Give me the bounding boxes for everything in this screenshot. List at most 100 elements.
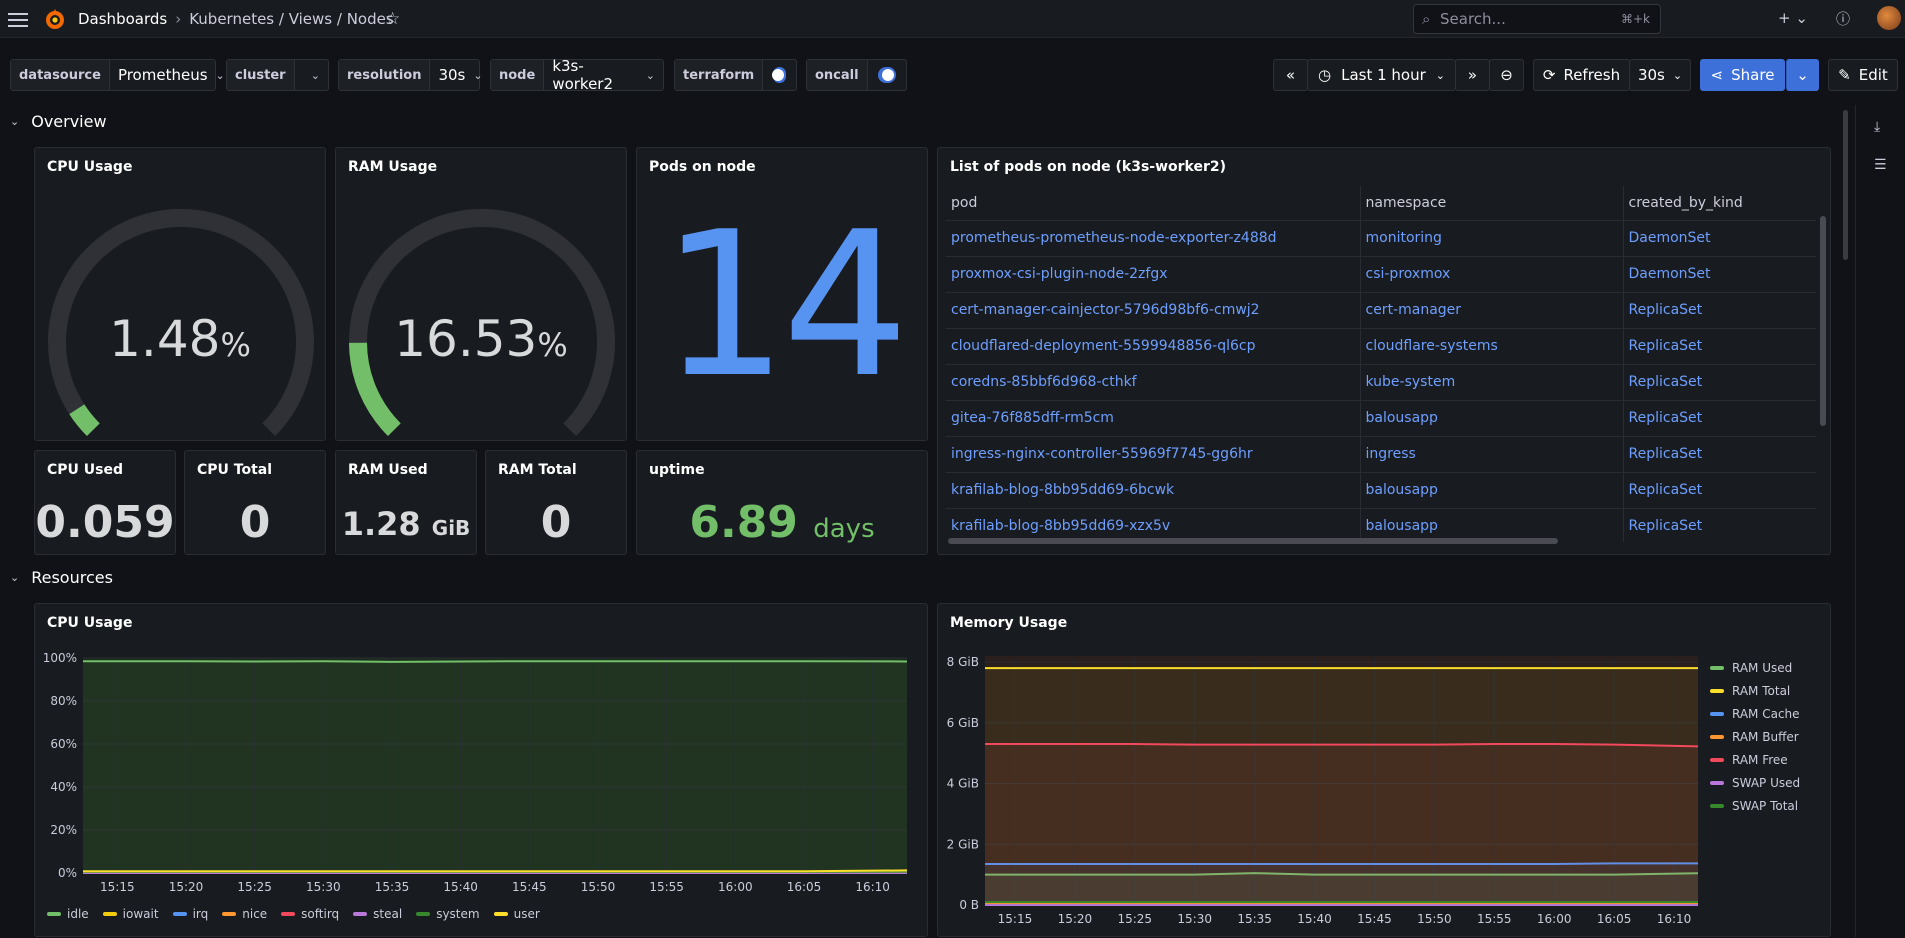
table-cell[interactable]: ReplicaSet <box>1623 364 1816 400</box>
legend-item[interactable]: softirq <box>281 907 339 921</box>
uptime-panel[interactable]: uptime 6.89 days <box>636 450 928 555</box>
table-cell[interactable]: ReplicaSet <box>1623 508 1816 542</box>
legend-item[interactable]: idle <box>47 907 89 921</box>
share-button[interactable]: ⋖ Share <box>1700 59 1785 91</box>
search-input[interactable]: ⌕ Search... ⌘+k <box>1413 4 1661 34</box>
table-cell[interactable]: ingress <box>1360 436 1623 472</box>
legend-item[interactable]: system <box>416 907 479 921</box>
plus-icon[interactable]: + ⌄ <box>1778 9 1808 27</box>
legend-item[interactable]: steal <box>353 907 402 921</box>
legend-item[interactable]: RAM Used <box>1710 656 1800 679</box>
page-scrollbar[interactable] <box>1843 110 1848 260</box>
legend-item[interactable]: irq <box>173 907 209 921</box>
legend-item[interactable]: nice <box>222 907 267 921</box>
table-cell[interactable]: coredns-85bbf6d968-cthkf <box>946 364 1360 400</box>
legend-item[interactable]: RAM Free <box>1710 748 1800 771</box>
table-cell[interactable]: balousapp <box>1360 400 1623 436</box>
table-cell[interactable]: balousapp <box>1360 508 1623 542</box>
help-icon[interactable]: ⓘ <box>1836 9 1850 29</box>
table-cell[interactable]: cloudflared-deployment-5599948856-ql6cp <box>946 328 1360 364</box>
legend-label: RAM Cache <box>1732 707 1800 721</box>
cpu-total-panel[interactable]: CPU Total 0 <box>184 450 326 555</box>
save-icon[interactable]: ⤓ <box>1874 119 1880 135</box>
ram-usage-gauge-panel[interactable]: RAM Usage 16.53% <box>335 147 627 441</box>
column-header[interactable]: created_by_kind <box>1623 186 1816 220</box>
table-row[interactable]: cert-manager-cainjector-5796d98bf6-cmwj2… <box>946 292 1816 328</box>
table-cell[interactable]: ReplicaSet <box>1623 436 1816 472</box>
table-cell[interactable]: balousapp <box>1360 472 1623 508</box>
table-row[interactable]: prometheus-prometheus-node-exporter-z488… <box>946 220 1816 256</box>
table-cell[interactable]: cert-manager <box>1360 292 1623 328</box>
table-cell[interactable]: gitea-76f885dff-rm5cm <box>946 400 1360 436</box>
series-line-user[interactable] <box>83 870 907 871</box>
column-header[interactable]: pod <box>946 186 1360 220</box>
row-resources[interactable]: ⌄ Resources <box>10 568 113 587</box>
outline-icon[interactable]: ☰ <box>1874 157 1887 173</box>
variable-resolution[interactable]: resolution 30s ⌄ <box>338 59 480 91</box>
refresh-interval-select[interactable]: 30s ⌄ <box>1629 59 1691 91</box>
legend-item[interactable]: RAM Buffer <box>1710 725 1800 748</box>
table-cell[interactable]: ReplicaSet <box>1623 292 1816 328</box>
table-cell[interactable]: DaemonSet <box>1623 256 1816 292</box>
table-row[interactable]: ingress-nginx-controller-55969f7745-gg6h… <box>946 436 1816 472</box>
table-cell[interactable]: ReplicaSet <box>1623 400 1816 436</box>
time-forward-button[interactable]: » <box>1455 59 1490 91</box>
edit-button[interactable]: ✎ Edit <box>1828 59 1898 91</box>
time-back-button[interactable]: « <box>1273 59 1308 91</box>
refresh-button[interactable]: ⟳ Refresh <box>1533 59 1630 91</box>
table-cell[interactable]: krafilab-blog-8bb95dd69-6bcwk <box>946 472 1360 508</box>
table-cell[interactable]: kube-system <box>1360 364 1623 400</box>
legend-item[interactable]: iowait <box>103 907 159 921</box>
legend-item[interactable]: RAM Cache <box>1710 702 1800 725</box>
column-header[interactable]: namespace <box>1360 186 1623 220</box>
variable-cluster[interactable]: cluster ⌄ <box>226 59 329 91</box>
table-cell[interactable]: DaemonSet <box>1623 220 1816 256</box>
table-cell[interactable]: ReplicaSet <box>1623 472 1816 508</box>
table-cell[interactable]: krafilab-blog-8bb95dd69-xzx5v <box>946 508 1360 542</box>
table-cell[interactable]: csi-proxmox <box>1360 256 1623 292</box>
time-picker-button[interactable]: ◷ Last 1 hour ⌄ <box>1307 59 1456 91</box>
cpu-usage-gauge-panel[interactable]: CPU Usage 1.48% <box>34 147 326 441</box>
ram-used-panel[interactable]: RAM Used 1.28 GiB <box>335 450 477 555</box>
table-cell[interactable]: ReplicaSet <box>1623 328 1816 364</box>
share-menu-button[interactable]: ⌄ <box>1786 59 1819 91</box>
table-cell[interactable]: proxmox-csi-plugin-node-2zfgx <box>946 256 1360 292</box>
legend-item[interactable]: RAM Total <box>1710 679 1800 702</box>
table-cell[interactable]: monitoring <box>1360 220 1623 256</box>
y-tick-label: 40% <box>50 780 77 794</box>
terraform-toggle[interactable] <box>773 67 786 83</box>
ram-total-panel[interactable]: RAM Total 0 <box>485 450 627 555</box>
cpu-used-panel[interactable]: CPU Used 0.059 <box>34 450 176 555</box>
gauge-fill <box>77 409 93 429</box>
series-line-idle[interactable] <box>83 661 907 662</box>
legend-item[interactable]: user <box>494 907 540 921</box>
vertical-scrollbar[interactable] <box>1820 216 1826 426</box>
row-overview[interactable]: ⌄ Overview <box>10 112 107 131</box>
zoom-out-button[interactable]: ⊖ <box>1489 59 1524 91</box>
avatar[interactable] <box>1877 6 1901 30</box>
grafana-logo-icon[interactable] <box>43 7 67 31</box>
horizontal-scrollbar[interactable] <box>948 538 1558 544</box>
table-cell[interactable]: ingress-nginx-controller-55969f7745-gg6h… <box>946 436 1360 472</box>
oncall-toggle[interactable] <box>878 67 896 83</box>
table-cell[interactable]: prometheus-prometheus-node-exporter-z488… <box>946 220 1360 256</box>
legend-item[interactable]: SWAP Total <box>1710 794 1800 817</box>
pods-on-node-panel[interactable]: Pods on node 14 <box>636 147 928 441</box>
table-cell[interactable]: cert-manager-cainjector-5796d98bf6-cmwj2 <box>946 292 1360 328</box>
variable-datasource[interactable]: datasource Prometheus ⌄ <box>10 59 216 91</box>
breadcrumb-dashboards[interactable]: Dashboards <box>78 10 167 28</box>
legend-item[interactable]: SWAP Used <box>1710 771 1800 794</box>
menu-icon[interactable] <box>8 9 28 29</box>
star-icon[interactable]: ☆ <box>385 9 400 29</box>
table-cell[interactable]: cloudflare-systems <box>1360 328 1623 364</box>
variable-node[interactable]: node k3s-worker2 ⌄ <box>490 59 664 91</box>
